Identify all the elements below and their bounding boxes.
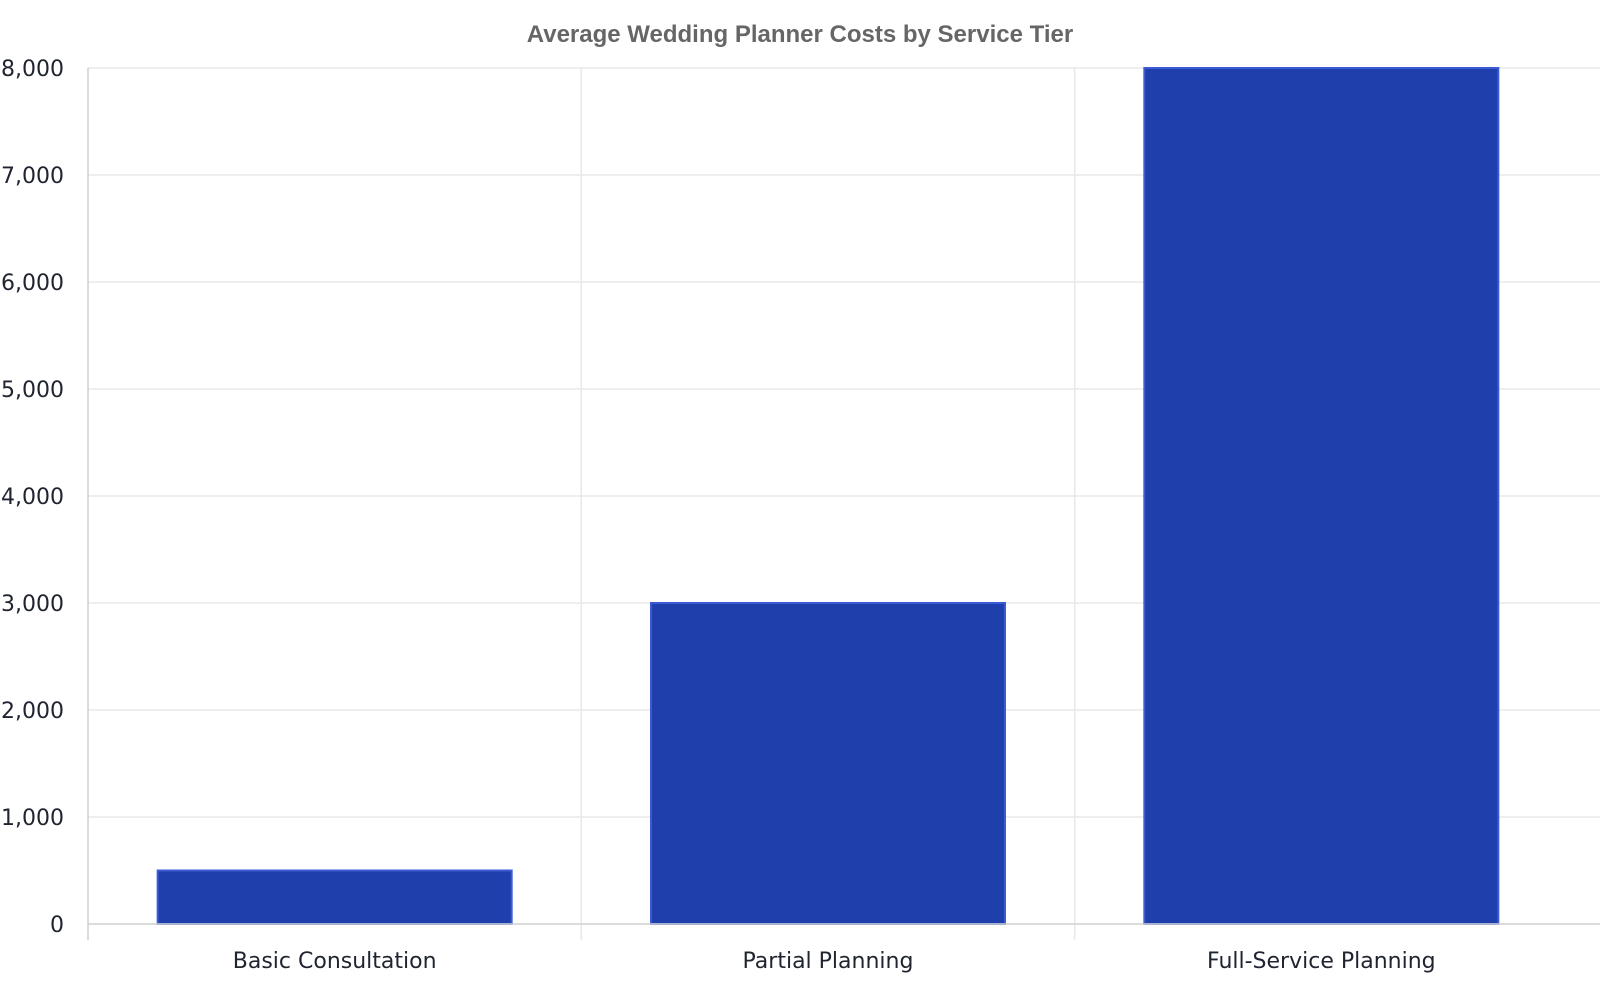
y-tick-label: 8,000	[1, 57, 64, 82]
grid-lines	[88, 67, 1600, 940]
x-tick-label: Full-Service Planning	[1207, 949, 1436, 974]
y-tick-label: 1,000	[1, 806, 64, 831]
x-tick-label: Partial Planning	[743, 949, 914, 974]
y-tick-label: 7,000	[1, 164, 64, 189]
bar	[156, 869, 513, 925]
x-axis-tick-labels: Basic Consultation Partial Planning Full-S…	[233, 949, 1436, 974]
bar	[649, 602, 1006, 925]
y-tick-label: 2,000	[1, 699, 64, 724]
y-tick-label: 4,000	[1, 485, 64, 510]
chart-title: Average Wedding Planner Costs by Service…	[527, 21, 1073, 48]
y-tick-label: 3,000	[1, 592, 64, 617]
y-tick-label: 6,000	[1, 271, 64, 296]
x-tick-label: Basic Consultation	[233, 949, 437, 974]
axes	[87, 68, 1600, 940]
y-tick-label: 5,000	[1, 378, 64, 403]
bar	[1143, 67, 1500, 925]
y-tick-label: 0	[50, 913, 64, 938]
y-axis-tick-labels: 0 1,000 2,000 3,000 4,000 5,000 6,000 7,000 8,00…	[1, 57, 64, 938]
